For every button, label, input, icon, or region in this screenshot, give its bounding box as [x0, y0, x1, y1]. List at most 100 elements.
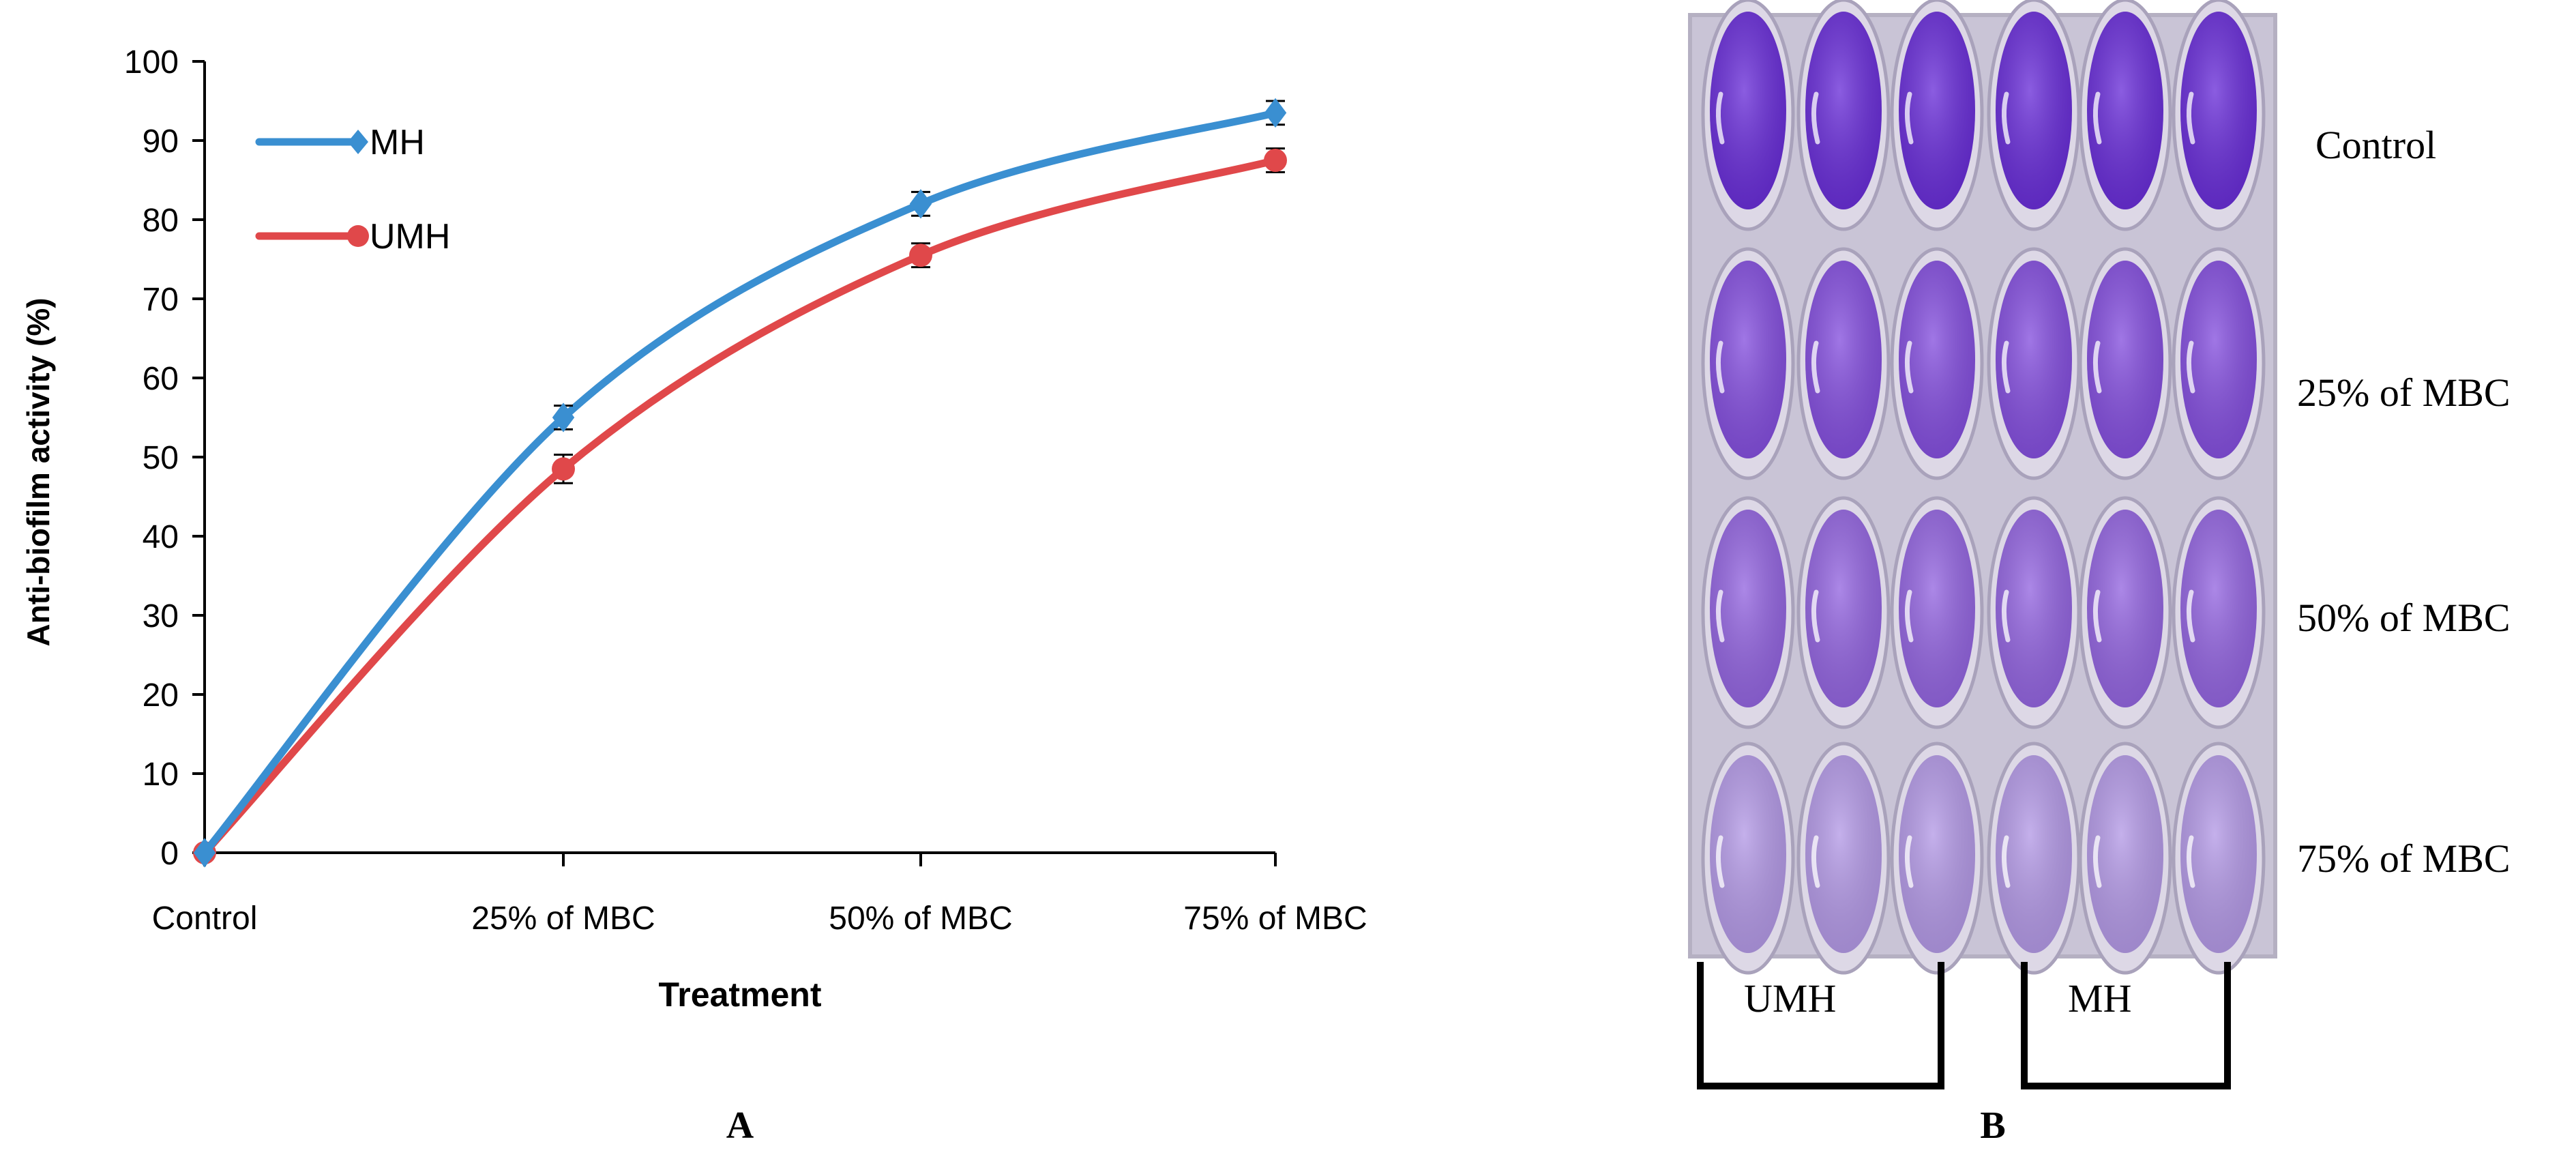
well-shading — [2180, 261, 2257, 458]
y-tick-label: 0 — [160, 836, 179, 872]
well-glare — [1811, 340, 1820, 394]
well-glare — [1811, 589, 1820, 643]
well-shading — [1996, 12, 2072, 209]
y-tick-label: 80 — [143, 203, 179, 239]
y-tick-label: 70 — [143, 282, 179, 318]
bracket-mh: MH — [2021, 962, 2231, 1089]
well-shading — [2087, 261, 2163, 458]
well — [1701, 247, 1795, 480]
line-chart-panel: 0 10 20 30 40 50 60 70 80 90 100 Control 25% of MBC… — [20, 44, 1367, 1147]
legend-swatch-marker — [348, 130, 368, 154]
y-tick-group: 0 10 20 30 40 50 60 70 80 90 100 — [124, 44, 205, 872]
panel-a-label: A — [726, 1104, 754, 1147]
bracket-umh-label: UMH — [1744, 976, 1836, 1021]
well — [2078, 496, 2172, 729]
x-tick-label: 50% of MBC — [829, 900, 1012, 937]
bracket-mh-line — [2021, 962, 2231, 1089]
well-glare — [2186, 589, 2195, 643]
well-shading — [2087, 510, 2163, 707]
well-shading — [1899, 261, 1975, 458]
x-tick-label: 75% of MBC — [1183, 900, 1367, 937]
legend-label: MH — [370, 123, 425, 162]
well — [1890, 742, 1984, 975]
legend: MH UMH — [255, 123, 450, 257]
series-line-umh — [201, 156, 1279, 857]
well — [1701, 496, 1795, 729]
well-glare — [1904, 835, 1914, 888]
well — [2078, 742, 2172, 975]
data-point-umh — [909, 244, 932, 267]
well — [2172, 247, 2266, 480]
legend-item-umh: UMH — [255, 217, 450, 257]
legend-label: UMH — [370, 217, 450, 257]
well — [1796, 496, 1891, 729]
well-shading — [1996, 261, 2072, 458]
well-glare — [2092, 91, 2102, 145]
well — [1796, 247, 1891, 480]
y-tick-label: 90 — [143, 123, 179, 160]
bracket-umh-line — [1697, 962, 1944, 1089]
y-tick-label: 10 — [143, 757, 179, 793]
data-point-mh — [909, 189, 932, 219]
data-point-mh — [1264, 98, 1287, 128]
y-tick-label: 20 — [143, 677, 179, 714]
series-umh — [193, 147, 1287, 864]
legend-swatch-marker — [347, 225, 369, 247]
well — [2172, 742, 2266, 975]
well-glare — [1715, 340, 1725, 394]
series-line-mh — [201, 108, 1279, 857]
well-shading — [2180, 755, 2257, 953]
well-shading — [1805, 755, 1882, 953]
well — [1987, 0, 2081, 231]
well — [2172, 496, 2266, 729]
well-shading — [1996, 510, 2072, 707]
x-tick-label: Control — [152, 900, 258, 937]
series-layer — [193, 98, 1287, 868]
well-glare — [2001, 835, 2011, 888]
well-glare — [2186, 835, 2195, 888]
well-shading — [1996, 755, 2072, 953]
well — [1890, 0, 1984, 231]
row-labels: Control 25% of MBC 50% of MBC 75% of MBC — [2297, 123, 2511, 881]
well — [2078, 0, 2172, 231]
well-plate-panel: Control 25% of MBC 50% of MBC 75% of MBC UM… — [1688, 0, 2511, 1147]
x-axis-label: Treatment — [659, 976, 822, 1014]
data-point-mh — [552, 402, 575, 433]
well-glare — [1904, 91, 1914, 145]
well-glare — [2092, 835, 2102, 888]
row-label: Control — [2315, 123, 2436, 167]
well-glare — [2186, 91, 2195, 145]
legend-item-mh: MH — [255, 123, 425, 162]
well — [1701, 742, 1795, 975]
data-point-umh — [1264, 149, 1287, 172]
well — [1987, 247, 2081, 480]
well — [1796, 742, 1891, 975]
data-point-umh — [552, 457, 575, 481]
y-tick-label: 30 — [143, 598, 179, 634]
panel-b-label: B — [1980, 1104, 2005, 1147]
row-label: 50% of MBC — [2297, 596, 2511, 640]
data-point-mh — [193, 838, 216, 868]
bracket-mh-label: MH — [2068, 976, 2131, 1021]
well-shading — [1710, 261, 1786, 458]
x-axis: Control 25% of MBC 50% of MBC 75% of MBC — [152, 851, 1367, 937]
well-shading — [2087, 12, 2163, 209]
well-shading — [2180, 510, 2257, 707]
y-axis-label: Anti-biofilm activity (%) — [20, 297, 56, 646]
well-glare — [2092, 589, 2102, 643]
well — [1796, 0, 1891, 231]
x-tick-label: 25% of MBC — [471, 900, 655, 937]
well — [2078, 247, 2172, 480]
y-tick-label: 60 — [143, 361, 179, 397]
well-glare — [1904, 340, 1914, 394]
well-glare — [1715, 91, 1725, 145]
well-shading — [2180, 12, 2257, 209]
well-glare — [2001, 340, 2011, 394]
row-label: 25% of MBC — [2297, 370, 2511, 415]
y-tick-label: 50 — [143, 440, 179, 476]
well-shading — [2087, 755, 2163, 953]
well-shading — [1710, 510, 1786, 707]
well-shading — [1899, 12, 1975, 209]
bracket-umh: UMH — [1697, 962, 1944, 1089]
